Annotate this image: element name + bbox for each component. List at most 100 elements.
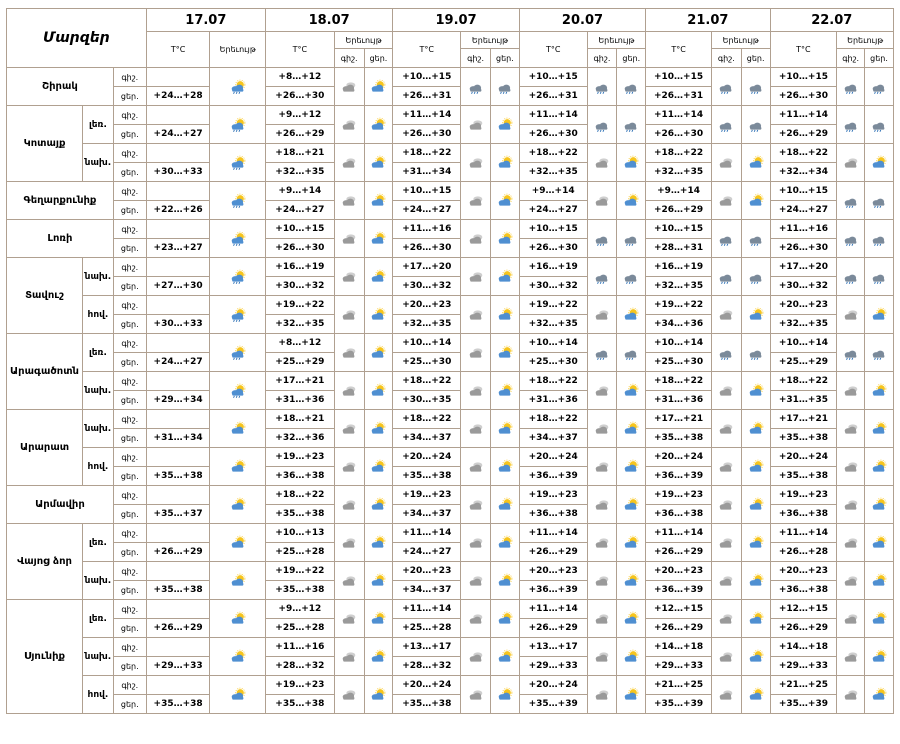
cloudy-icon bbox=[720, 157, 733, 168]
table-row: ցեր. +29…+33 +28…+32 +28…+32 +29…+33 +29…+33 +… bbox=[7, 656, 894, 676]
cloudy-icon bbox=[342, 613, 356, 624]
weather-day-cell bbox=[363, 675, 394, 714]
temp-cell: +29…+33 bbox=[145, 656, 211, 676]
subregion-name: նախ. bbox=[82, 371, 114, 410]
temp-cell: +31…+36 bbox=[645, 390, 712, 410]
cloudy-icon bbox=[469, 575, 482, 586]
sun-cloud-icon bbox=[372, 649, 386, 662]
weather-day-cell bbox=[616, 333, 647, 372]
period-label: գիշ. bbox=[112, 599, 147, 619]
weather-day-cell bbox=[363, 181, 394, 220]
sun-cloud-icon bbox=[749, 307, 763, 320]
date-header: 20.07 bbox=[518, 8, 647, 32]
weather-day-cell bbox=[489, 561, 520, 600]
sun-cloud-icon bbox=[624, 497, 639, 510]
weather-day-cell bbox=[489, 105, 520, 144]
temp-cell: +35…+38 bbox=[145, 580, 211, 600]
sun-cloud-icon bbox=[498, 155, 513, 168]
subregion-name: հով. bbox=[82, 675, 114, 714]
weather-night-cell bbox=[710, 295, 742, 334]
period-label: գիշ. bbox=[112, 295, 147, 315]
cloudy-icon bbox=[469, 119, 482, 130]
weather-day-cell bbox=[363, 105, 394, 144]
temp-cell: +24…+27 bbox=[392, 200, 462, 220]
weather-header: Երեւույթ bbox=[460, 31, 520, 49]
temp-header: T°C bbox=[145, 31, 211, 68]
table-row: ցեր. +30…+33 +32…+35 +31…+34 +32…+35 +32…+35 +… bbox=[7, 162, 894, 182]
temp-cell: +10…+15 bbox=[392, 67, 462, 87]
temp-cell: +10…+15 bbox=[264, 219, 335, 239]
period-label: ցեր. bbox=[112, 314, 147, 334]
temp-cell: +35…+38 bbox=[645, 428, 712, 448]
cloudy-icon bbox=[844, 575, 857, 586]
temp-cell: +26…+31 bbox=[645, 86, 712, 106]
cloudy-icon bbox=[469, 423, 482, 434]
temp-cell: +35…+39 bbox=[645, 694, 712, 714]
weather-day-cell bbox=[363, 447, 394, 486]
temp-cell: +10…+15 bbox=[645, 219, 712, 239]
sun-cloud-icon bbox=[231, 687, 245, 700]
weather-day-cell bbox=[740, 67, 771, 106]
period-label: գիշ. bbox=[112, 561, 147, 581]
temp-cell: +10…+15 bbox=[645, 67, 712, 87]
sun-cloud-icon bbox=[372, 535, 386, 548]
sun-cloud-icon bbox=[372, 497, 386, 510]
period-label: ցեր. bbox=[112, 390, 147, 410]
temp-cell: +17…+21 bbox=[645, 409, 712, 429]
temp-cell bbox=[145, 447, 211, 467]
temp-cell: +18…+21 bbox=[264, 143, 335, 163]
weather-day-cell bbox=[489, 143, 520, 182]
sun-cloud-icon bbox=[231, 535, 245, 548]
sun-cloud-icon bbox=[372, 611, 386, 624]
sun-cloud-icon bbox=[872, 497, 887, 510]
sun-cloud-icon bbox=[498, 573, 513, 586]
temp-cell: +25…+28 bbox=[264, 618, 335, 638]
sun-cloud-icon bbox=[624, 687, 639, 700]
rain-cloud-icon bbox=[595, 122, 608, 132]
weather-day-cell bbox=[363, 219, 394, 258]
weather-night-cell bbox=[710, 675, 742, 714]
temp-cell: +10…+15 bbox=[392, 181, 462, 201]
temp-cell bbox=[145, 143, 211, 163]
cloudy-icon bbox=[342, 461, 356, 472]
weather-night-cell bbox=[333, 67, 365, 106]
temp-cell: +19…+22 bbox=[264, 561, 335, 581]
sun-cloud-icon bbox=[498, 269, 513, 282]
weather-night-cell bbox=[586, 181, 618, 220]
weather-night-cell bbox=[333, 447, 365, 486]
weather-day-cell bbox=[864, 181, 894, 220]
weather-night-cell bbox=[586, 485, 618, 524]
day-header: ցեր. bbox=[616, 48, 647, 68]
sun-rain-icon bbox=[231, 79, 245, 94]
weather-cell bbox=[209, 333, 266, 372]
sun-cloud-icon bbox=[372, 117, 386, 130]
sun-cloud-icon bbox=[231, 459, 245, 472]
weather-day-cell bbox=[489, 447, 520, 486]
temp-cell: +11…+14 bbox=[392, 523, 462, 543]
temp-cell: +19…+23 bbox=[769, 485, 838, 505]
sun-cloud-icon bbox=[749, 535, 763, 548]
period-label: գիշ. bbox=[112, 523, 147, 543]
weather-night-cell bbox=[333, 409, 365, 448]
temp-cell: +9…+14 bbox=[264, 181, 335, 201]
temp-cell bbox=[145, 599, 211, 619]
weather-night-cell bbox=[460, 523, 491, 562]
weather-night-cell bbox=[586, 219, 618, 258]
period-label: ցեր. bbox=[112, 542, 147, 562]
temp-cell: +26…+29 bbox=[645, 542, 712, 562]
subregion-name: հով. bbox=[82, 447, 114, 486]
sun-cloud-icon bbox=[749, 459, 763, 472]
weather-night-cell bbox=[586, 105, 618, 144]
temp-cell: +14…+18 bbox=[769, 637, 838, 657]
weather-day-cell bbox=[616, 637, 647, 676]
rain-cloud-icon bbox=[749, 84, 762, 94]
temp-cell bbox=[145, 409, 211, 429]
temp-cell: +11…+14 bbox=[645, 105, 712, 125]
weather-night-cell bbox=[710, 561, 742, 600]
weather-day-cell bbox=[740, 637, 771, 676]
temp-header: T°C bbox=[518, 31, 588, 68]
temp-cell: +29…+34 bbox=[145, 390, 211, 410]
temp-cell: +17…+20 bbox=[769, 257, 838, 277]
cloudy-icon bbox=[720, 689, 733, 700]
subregion-name: նախ. bbox=[82, 409, 114, 448]
